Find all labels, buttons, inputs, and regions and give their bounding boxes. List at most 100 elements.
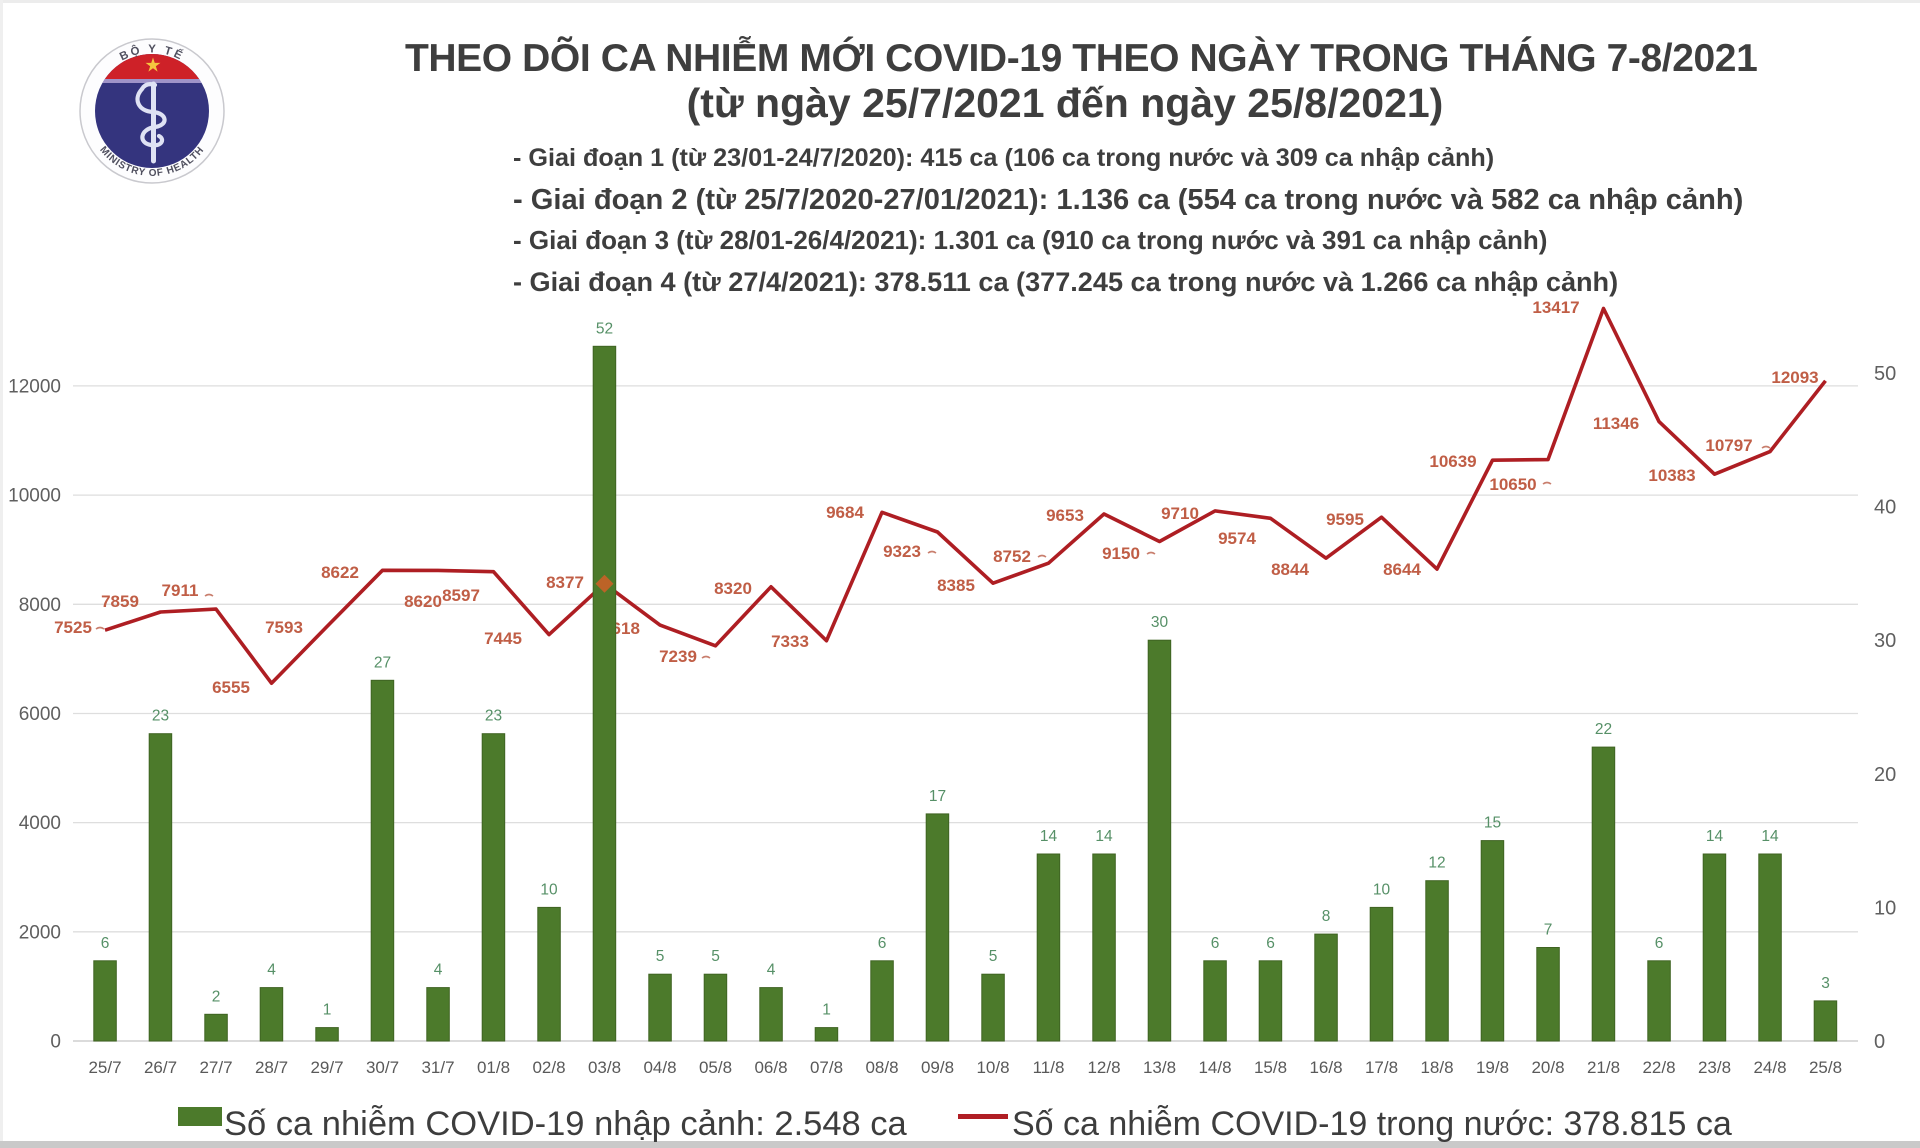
svg-text:9684: 9684 (826, 503, 864, 522)
svg-text:22/8: 22/8 (1642, 1058, 1675, 1077)
svg-text:8: 8 (1322, 908, 1331, 925)
svg-text:30: 30 (1874, 630, 1896, 652)
svg-text:9574: 9574 (1218, 529, 1256, 548)
svg-text:6555: 6555 (212, 678, 250, 697)
svg-text:27: 27 (374, 654, 391, 671)
svg-text:21/8: 21/8 (1587, 1058, 1620, 1077)
svg-text:04/8: 04/8 (643, 1058, 676, 1077)
svg-text:12000: 12000 (8, 376, 61, 397)
svg-text:9710: 9710 (1161, 504, 1199, 523)
svg-text:23: 23 (152, 708, 169, 725)
svg-text:10/8: 10/8 (976, 1058, 1009, 1077)
svg-text:1: 1 (323, 1002, 332, 1019)
svg-text:8752: 8752 (993, 547, 1031, 566)
svg-text:7: 7 (1544, 922, 1553, 939)
svg-text:15/8: 15/8 (1254, 1058, 1287, 1077)
svg-text:8597: 8597 (442, 586, 480, 605)
svg-text:29/7: 29/7 (310, 1058, 343, 1077)
svg-text:10000: 10000 (8, 486, 61, 507)
svg-text:50: 50 (1874, 363, 1896, 385)
svg-text:16/8: 16/8 (1309, 1058, 1342, 1077)
svg-text:05/8: 05/8 (699, 1058, 732, 1077)
svg-text:4: 4 (434, 962, 443, 979)
svg-text:10: 10 (1373, 881, 1391, 898)
svg-text:01/8: 01/8 (477, 1058, 510, 1077)
svg-text:11/8: 11/8 (1033, 1058, 1065, 1077)
svg-text:27/7: 27/7 (199, 1058, 232, 1077)
svg-text:4: 4 (767, 962, 776, 979)
svg-text:4: 4 (267, 962, 276, 979)
svg-text:08/8: 08/8 (865, 1058, 898, 1077)
svg-text:8000: 8000 (19, 595, 61, 616)
svg-text:7593: 7593 (265, 618, 303, 637)
svg-text:2: 2 (212, 988, 221, 1005)
svg-text:10650: 10650 (1489, 475, 1536, 494)
svg-text:10: 10 (540, 881, 558, 898)
svg-text:8320: 8320 (714, 579, 752, 598)
svg-text:8844: 8844 (1271, 560, 1309, 579)
svg-text:12/8: 12/8 (1087, 1058, 1120, 1077)
svg-text:6: 6 (101, 935, 110, 952)
svg-text:5: 5 (989, 948, 998, 965)
svg-text:7911: 7911 (162, 581, 199, 600)
svg-text:03/8: 03/8 (588, 1058, 621, 1077)
svg-text:10639: 10639 (1429, 452, 1476, 471)
svg-text:0: 0 (50, 1032, 61, 1053)
svg-text:07/8: 07/8 (810, 1058, 843, 1077)
svg-text:5: 5 (711, 948, 720, 965)
svg-text:6000: 6000 (19, 704, 61, 725)
svg-text:7859: 7859 (101, 592, 139, 611)
svg-text:14: 14 (1761, 828, 1779, 845)
svg-text:18/8: 18/8 (1420, 1058, 1453, 1077)
svg-text:0: 0 (1874, 1031, 1885, 1053)
svg-text:23: 23 (485, 708, 502, 725)
svg-text:25/8: 25/8 (1809, 1058, 1842, 1077)
svg-text:10383: 10383 (1648, 466, 1695, 485)
svg-text:10: 10 (1874, 897, 1896, 919)
svg-text:28/7: 28/7 (255, 1058, 288, 1077)
svg-text:9595: 9595 (1326, 510, 1364, 529)
svg-text:17/8: 17/8 (1365, 1058, 1398, 1077)
svg-text:3: 3 (1821, 975, 1830, 992)
svg-text:13/8: 13/8 (1143, 1058, 1176, 1077)
svg-text:5: 5 (656, 948, 665, 965)
svg-text:17: 17 (929, 788, 946, 805)
svg-text:7445: 7445 (484, 629, 522, 648)
svg-text:10797: 10797 (1705, 436, 1752, 455)
svg-text:7525: 7525 (54, 618, 92, 637)
svg-text:11346: 11346 (1593, 414, 1639, 433)
svg-text:25/7: 25/7 (88, 1058, 121, 1077)
svg-text:26/7: 26/7 (144, 1058, 177, 1077)
svg-text:22: 22 (1595, 721, 1612, 738)
svg-text:09/8: 09/8 (921, 1058, 954, 1077)
svg-text:12093: 12093 (1771, 368, 1818, 387)
svg-text:6: 6 (1655, 935, 1664, 952)
svg-text:9150: 9150 (1102, 544, 1140, 563)
svg-text:7333: 7333 (771, 632, 809, 651)
svg-text:15: 15 (1484, 815, 1501, 832)
svg-text:12: 12 (1428, 855, 1445, 872)
svg-text:9323: 9323 (883, 542, 921, 561)
svg-text:13417: 13417 (1532, 298, 1579, 317)
svg-text:52: 52 (596, 320, 613, 337)
svg-text:31/7: 31/7 (421, 1058, 454, 1077)
svg-text:9653: 9653 (1046, 506, 1084, 525)
svg-text:24/8: 24/8 (1753, 1058, 1786, 1077)
svg-text:14: 14 (1040, 828, 1058, 845)
svg-text:8644: 8644 (1383, 560, 1421, 579)
svg-text:8385: 8385 (937, 576, 975, 595)
svg-text:40: 40 (1874, 497, 1896, 519)
svg-text:14: 14 (1095, 828, 1113, 845)
svg-text:02/8: 02/8 (532, 1058, 565, 1077)
svg-text:23/8: 23/8 (1698, 1058, 1731, 1077)
svg-text:8622: 8622 (321, 563, 359, 582)
svg-text:20/8: 20/8 (1531, 1058, 1564, 1077)
svg-text:06/8: 06/8 (754, 1058, 787, 1077)
svg-text:6: 6 (1266, 935, 1275, 952)
svg-text:19/8: 19/8 (1476, 1058, 1509, 1077)
svg-text:8620: 8620 (404, 592, 442, 611)
svg-text:7239: 7239 (659, 647, 697, 666)
svg-text:20: 20 (1874, 764, 1896, 786)
svg-text:6: 6 (1211, 935, 1220, 952)
svg-text:8377: 8377 (546, 573, 584, 592)
